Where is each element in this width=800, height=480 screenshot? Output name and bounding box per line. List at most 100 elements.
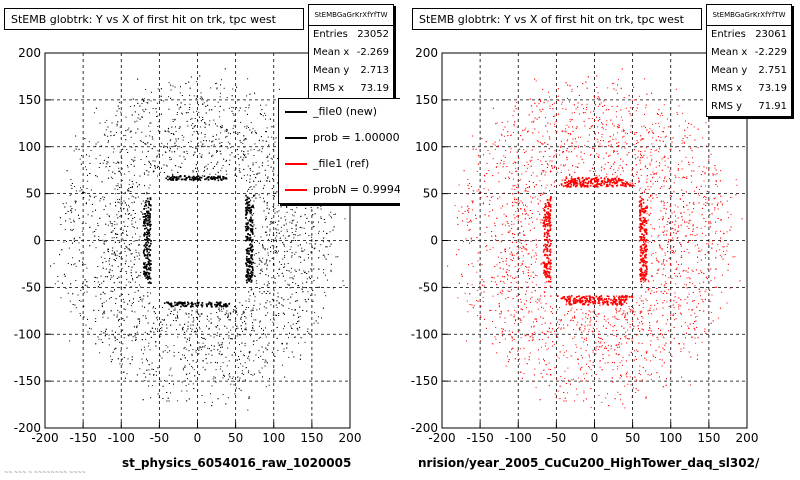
scatter-point — [116, 123, 118, 125]
scatter-point — [454, 205, 456, 207]
scatter-point — [259, 149, 261, 151]
legend-line-swatch — [285, 137, 307, 139]
scatter-point — [621, 166, 623, 168]
scatter-point — [617, 297, 620, 299]
scatter-point — [246, 281, 248, 284]
scatter-point — [274, 250, 276, 251]
scatter-point — [265, 386, 267, 388]
scatter-point — [286, 343, 288, 345]
scatter-point — [89, 162, 91, 164]
scatter-point — [207, 347, 209, 349]
scatter-point — [216, 312, 218, 313]
scatter-point — [177, 178, 179, 180]
scatter-point — [143, 232, 146, 234]
scatter-point — [253, 186, 255, 188]
scatter-point — [253, 304, 255, 306]
scatter-point — [155, 341, 157, 343]
scatter-point — [201, 302, 204, 304]
scatter-point — [270, 304, 272, 306]
scatter-point — [232, 311, 234, 313]
scatter-point — [69, 300, 71, 302]
scatter-point — [184, 346, 186, 348]
scatter-point — [121, 179, 123, 181]
scatter-point — [147, 238, 149, 240]
scatter-point — [191, 134, 193, 136]
scatter-point — [152, 108, 154, 109]
scatter-point — [686, 225, 688, 227]
scatter-point — [83, 197, 85, 199]
scatter-point — [245, 307, 247, 308]
scatter-point — [147, 310, 149, 312]
scatter-point — [291, 256, 293, 258]
scatter-point — [320, 216, 322, 218]
scatter-point — [127, 129, 129, 131]
scatter-point — [114, 289, 115, 291]
scatter-point — [170, 139, 172, 141]
scatter-point — [144, 164, 146, 165]
scatter-point — [587, 318, 588, 320]
scatter-point — [250, 289, 252, 291]
scatter-point — [192, 349, 194, 351]
scatter-point — [265, 360, 267, 362]
scatter-point — [262, 247, 264, 249]
scatter-point — [174, 118, 176, 120]
scatter-point — [246, 250, 248, 252]
scatter-point — [124, 377, 126, 379]
scatter-point — [503, 155, 505, 157]
scatter-point — [146, 102, 148, 104]
scatter-point — [153, 331, 155, 333]
scatter-point — [159, 131, 161, 133]
scatter-point — [121, 268, 123, 270]
scatter-point — [675, 283, 677, 285]
scatter-point — [117, 309, 119, 311]
scatter-point — [108, 251, 109, 253]
scatter-point — [205, 303, 208, 305]
scatter-point — [566, 302, 567, 304]
scatter-point — [698, 303, 699, 305]
scatter-point — [83, 316, 85, 318]
scatter-point — [280, 217, 282, 219]
scatter-point — [103, 310, 105, 312]
scatter-point — [127, 152, 129, 153]
scatter-point — [265, 231, 267, 233]
scatter-point — [290, 246, 292, 248]
scatter-point — [292, 323, 294, 325]
scatter-point — [286, 270, 288, 271]
scatter-point — [233, 125, 235, 127]
scatter-point — [250, 214, 252, 216]
scatter-point — [204, 369, 206, 371]
scatter-point — [239, 171, 241, 173]
scatter-point — [610, 348, 612, 350]
scatter-point — [561, 103, 563, 105]
scatter-point — [72, 228, 74, 230]
scatter-point — [659, 176, 661, 178]
scatter-point — [247, 227, 249, 229]
scatter-point — [149, 269, 152, 271]
scatter-point — [145, 108, 147, 110]
scatter-point — [234, 169, 236, 171]
scatter-point — [95, 175, 97, 177]
scatter-point — [612, 316, 614, 318]
scatter-point — [183, 347, 185, 349]
scatter-point — [241, 372, 243, 374]
scatter-point — [108, 215, 110, 217]
scatter-point — [690, 181, 692, 183]
scatter-point — [217, 171, 219, 173]
scatter-point — [317, 207, 319, 209]
scatter-point — [148, 201, 150, 203]
scatter-point — [108, 271, 110, 273]
scatter-point — [224, 325, 226, 327]
scatter-point — [112, 247, 114, 249]
scatter-point — [312, 289, 314, 291]
scatter-point — [189, 176, 191, 179]
scatter-point — [247, 307, 249, 308]
scatter-point — [144, 349, 146, 351]
legend-entry: probN = 0.99943 — [279, 177, 401, 203]
scatter-point — [131, 195, 133, 197]
scatter-point — [642, 303, 644, 305]
scatter-point — [163, 100, 165, 102]
scatter-point — [170, 392, 172, 394]
scatter-point — [240, 325, 242, 327]
scatter-point — [638, 95, 640, 97]
scatter-point — [304, 272, 306, 274]
